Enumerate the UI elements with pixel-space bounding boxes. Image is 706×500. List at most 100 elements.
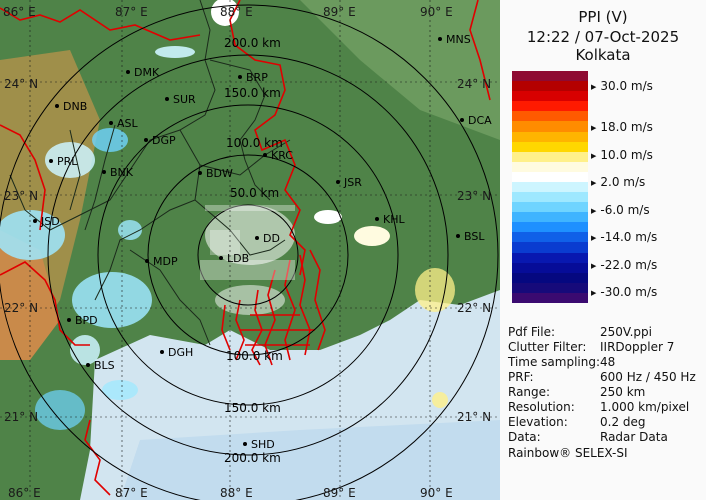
info-key: Range: xyxy=(508,385,551,399)
station-dgh: DGH xyxy=(160,346,193,359)
svg-text:JSR: JSR xyxy=(343,176,362,189)
legend-swatch xyxy=(512,262,588,274)
lat-label-right: 24° N xyxy=(457,77,491,91)
lon-label-top: 86° E xyxy=(3,5,36,19)
legend-swatch xyxy=(512,181,588,193)
svg-text:KHL: KHL xyxy=(383,213,405,226)
svg-text:DD: DD xyxy=(263,232,280,245)
legend-label: ▶ -30.0 m/s xyxy=(591,285,658,299)
legend-swatch xyxy=(512,282,588,294)
svg-text:DGP: DGP xyxy=(152,134,176,147)
station-bpd: BPD xyxy=(67,314,98,327)
vendor-footer: Rainbow® SELEX-SI xyxy=(508,446,628,460)
info-key: PRF: xyxy=(508,370,534,384)
lon-label-bottom: 89° E xyxy=(323,486,356,500)
lon-label-bottom: 90° E xyxy=(420,486,453,500)
station-shd: SHD xyxy=(243,438,275,451)
svg-text:JSD: JSD xyxy=(40,215,60,228)
legend-swatch xyxy=(512,202,588,213)
svg-text:KRC: KRC xyxy=(271,149,293,162)
station-ldb: LDB xyxy=(219,252,249,265)
range-label-100-south: 100.0 km xyxy=(226,349,283,363)
station-jsr: JSR xyxy=(336,176,362,189)
info-panel: PPI (V) 12:22 / 07-Oct-2025 Kolkata ▶ 30.… xyxy=(500,0,706,500)
lat-label-left: 21° N xyxy=(4,410,38,424)
legend-label: ▶ -22.0 m/s xyxy=(591,258,658,272)
svg-text:BPD: BPD xyxy=(75,314,98,327)
legend-swatch xyxy=(512,242,588,254)
svg-text:PRL: PRL xyxy=(57,155,78,168)
legend-swatch xyxy=(512,111,588,122)
legend-label: ▶ -6.0 m/s xyxy=(591,203,650,217)
svg-text:LDB: LDB xyxy=(227,252,249,265)
legend-swatch xyxy=(512,161,588,173)
station-dd: DD xyxy=(255,232,280,245)
radar-map: 86° E 87° E 88° E 89° E 90° E 86° E 87° … xyxy=(0,0,500,500)
range-label-200-south: 200.0 km xyxy=(224,451,281,465)
info-key: Data: xyxy=(508,430,541,444)
station-jsd: JSD xyxy=(33,215,60,228)
legend-swatch xyxy=(512,171,588,183)
legend-label: ▶ 2.0 m/s xyxy=(591,175,646,189)
info-value: IIRDoppler 7 xyxy=(600,340,675,354)
range-label-150-south: 150.0 km xyxy=(224,401,281,415)
info-key: Pdf File: xyxy=(508,325,556,339)
svg-text:SUR: SUR xyxy=(173,93,196,106)
legend-swatch xyxy=(512,71,588,82)
legend-label: ▶ -14.0 m/s xyxy=(591,230,658,244)
legend-swatch xyxy=(512,192,588,203)
lon-label-top: 90° E xyxy=(420,5,453,19)
lat-label-left: 23° N xyxy=(4,189,38,203)
international-border xyxy=(0,0,491,496)
info-key: Resolution: xyxy=(508,400,575,414)
station-mns: MNS xyxy=(438,33,471,46)
legend-label: ▶ 10.0 m/s xyxy=(591,148,653,162)
legend-swatch xyxy=(512,272,588,284)
lon-label-top: 87° E xyxy=(115,5,148,19)
info-value: Radar Data xyxy=(600,430,668,444)
velocity-legend xyxy=(512,71,588,304)
legend-swatch xyxy=(512,292,588,304)
station-dnb: DNB xyxy=(55,100,87,113)
legend-label: ▶ 30.0 m/s xyxy=(591,79,653,93)
station-bls: BLS xyxy=(86,359,115,372)
svg-text:ASL: ASL xyxy=(117,117,139,130)
radar-site: Kolkata xyxy=(575,46,631,64)
lon-label-bottom: 87° E xyxy=(115,486,148,500)
legend-swatch xyxy=(512,222,588,233)
svg-text:BSL: BSL xyxy=(464,230,485,243)
legend-label: ▶ 18.0 m/s xyxy=(591,120,653,134)
lon-label-bottom: 86° E xyxy=(8,486,41,500)
svg-text:BNK: BNK xyxy=(110,166,134,179)
product-datetime: 12:22 / 07-Oct-2025 xyxy=(526,28,680,46)
station-sur: SUR xyxy=(165,93,196,106)
range-labels: 200.0 km 150.0 km 100.0 km 50.0 km 100.0… xyxy=(224,36,283,465)
legend-swatch xyxy=(512,81,588,92)
lat-label-left: 22° N xyxy=(4,301,38,315)
info-value: 0.2 deg xyxy=(600,415,646,429)
station-krc: KRC xyxy=(263,149,293,162)
legend-swatch xyxy=(512,151,588,163)
svg-text:DGH: DGH xyxy=(168,346,193,359)
graticule xyxy=(0,0,500,500)
station-dgp: DGP xyxy=(144,134,176,147)
info-value: 48 xyxy=(600,355,616,369)
lon-label-top: 89° E xyxy=(323,5,356,19)
info-key: Clutter Filter: xyxy=(508,340,587,354)
info-value: 1.000 km/pixel xyxy=(600,400,690,414)
svg-text:MDP: MDP xyxy=(153,255,178,268)
range-label-150-north: 150.0 km xyxy=(224,86,281,100)
station-asl: ASL xyxy=(109,117,139,130)
north-plain-area xyxy=(300,0,500,140)
velocity-echoes xyxy=(0,0,455,430)
info-value: 250V.ppi xyxy=(600,325,652,339)
svg-text:DCA: DCA xyxy=(468,114,492,127)
legend-swatch xyxy=(512,252,588,264)
svg-text:SHD: SHD xyxy=(251,438,275,451)
station-dmk: DMK xyxy=(126,66,160,79)
svg-text:BLS: BLS xyxy=(94,359,115,372)
legend-swatch xyxy=(512,121,588,132)
station-dca: DCA xyxy=(460,114,492,127)
station-bdw: BDW xyxy=(198,167,233,180)
